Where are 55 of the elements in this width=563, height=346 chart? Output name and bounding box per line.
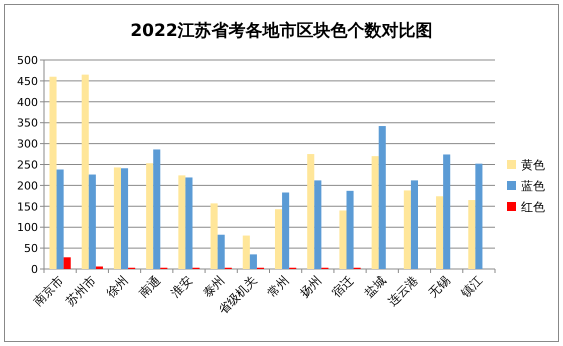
bar: [314, 180, 322, 269]
bar: [153, 149, 160, 269]
bar: [178, 175, 186, 269]
y-tick-label: 50: [24, 242, 38, 256]
bar: [56, 170, 64, 269]
x-tick-label: 无锡: [426, 273, 453, 300]
x-tick-label: 宿迁: [329, 273, 356, 300]
bar: [49, 76, 57, 269]
bar: [307, 154, 314, 269]
bar: [282, 192, 290, 269]
bar: [378, 126, 386, 269]
y-tick-label: 400: [17, 96, 38, 109]
bar: [218, 234, 225, 269]
y-tick-label: 200: [17, 179, 38, 192]
x-tick-label: 镇江: [457, 273, 486, 301]
bar: [96, 266, 103, 269]
bar: [250, 254, 257, 269]
legend-label: 蓝色: [521, 179, 545, 193]
y-tick-label: 500: [17, 54, 38, 67]
x-tick-label: 徐州: [104, 273, 131, 300]
y-tick-label: 350: [17, 116, 38, 130]
bar: [64, 257, 71, 269]
chart-title: 2022江苏省考各地市区块色个数对比图: [130, 21, 433, 41]
y-tick-label: 150: [17, 200, 38, 214]
x-tick-label: 常州: [264, 273, 292, 300]
x-tick-label: 盐城: [362, 273, 388, 300]
bar: [120, 168, 128, 269]
bar: [468, 200, 476, 269]
bar: [339, 210, 346, 269]
bar: [185, 177, 193, 269]
bar: [242, 236, 250, 269]
y-tick-label: 450: [17, 74, 38, 88]
y-tick-label: 0: [31, 263, 38, 276]
x-tick-label: 扬州: [297, 273, 324, 300]
bar: [114, 167, 121, 269]
bar: [210, 203, 218, 269]
legend-label: 红色: [521, 200, 545, 214]
bar: [475, 164, 482, 269]
bar: [404, 190, 411, 269]
bar: [274, 209, 282, 269]
bar: [88, 174, 96, 269]
legend-label: 黄色: [521, 158, 545, 172]
x-tick-label: 南通: [136, 273, 163, 300]
y-tick-label: 100: [17, 221, 38, 234]
x-tick-label: 淮安: [168, 273, 196, 300]
y-tick-label: 250: [17, 158, 38, 172]
bar: [443, 154, 450, 269]
bar: [372, 156, 379, 269]
bar: [436, 196, 444, 269]
x-tick-label: 泰州: [200, 273, 228, 300]
bar: [410, 180, 418, 269]
y-tick-label: 300: [17, 138, 38, 151]
bar: [82, 74, 89, 269]
bar: [346, 190, 354, 269]
bar: [146, 163, 154, 269]
